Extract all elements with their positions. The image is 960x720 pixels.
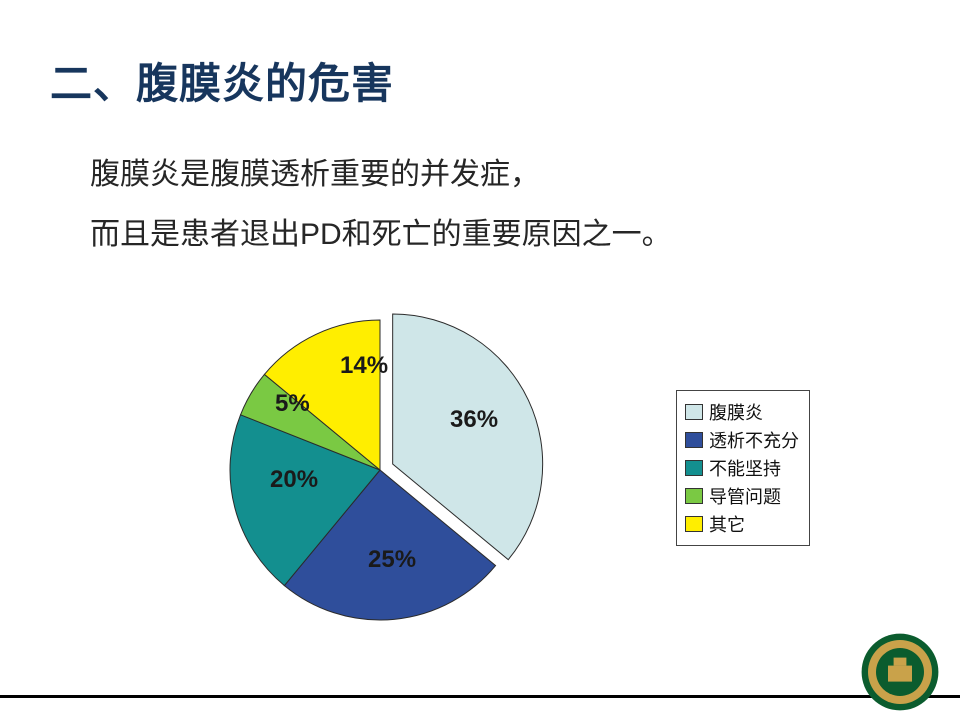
- legend-row-2: 不能坚持: [685, 455, 799, 481]
- pct-label-4: 14%: [340, 352, 388, 380]
- legend: 腹膜炎 透析不充分 不能坚持 导管问题 其它: [676, 390, 810, 546]
- legend-row-1: 透析不充分: [685, 427, 799, 453]
- legend-swatch-3: [685, 488, 703, 504]
- legend-swatch-2: [685, 460, 703, 476]
- legend-label-1: 透析不充分: [709, 427, 799, 453]
- legend-label-2: 不能坚持: [709, 455, 781, 481]
- legend-swatch-4: [685, 516, 703, 532]
- legend-swatch-0: [685, 404, 703, 420]
- legend-label-3: 导管问题: [709, 483, 781, 509]
- pie-chart: 36% 25% 20% 5% 14% 腹膜炎 透析不充分 不能坚持 导管问题: [150, 290, 850, 660]
- pct-label-2: 20%: [270, 466, 318, 494]
- legend-row-0: 腹膜炎: [685, 399, 799, 425]
- body-line-1: 腹膜炎是腹膜透析重要的并发症，: [90, 145, 672, 205]
- body-line-2: 而且是患者退出PD和死亡的重要原因之一。: [90, 205, 672, 265]
- legend-row-4: 其它: [685, 511, 799, 537]
- legend-swatch-1: [685, 432, 703, 448]
- slide-body: 腹膜炎是腹膜透析重要的并发症， 而且是患者退出PD和死亡的重要原因之一。: [90, 145, 672, 265]
- pct-label-1: 25%: [368, 546, 416, 574]
- slide-title: 二、腹膜炎的危害: [50, 50, 394, 111]
- pct-label-3: 5%: [275, 390, 310, 418]
- pct-label-0: 36%: [450, 406, 498, 434]
- legend-label-0: 腹膜炎: [709, 399, 763, 425]
- pie-svg: [170, 290, 590, 660]
- hospital-logo-icon: [860, 632, 940, 712]
- footer-rule: [0, 695, 960, 698]
- legend-row-3: 导管问题: [685, 483, 799, 509]
- legend-label-4: 其它: [709, 511, 745, 537]
- slide: { "title": "二、腹膜炎的危害", "body_line1": "腹膜…: [0, 0, 960, 720]
